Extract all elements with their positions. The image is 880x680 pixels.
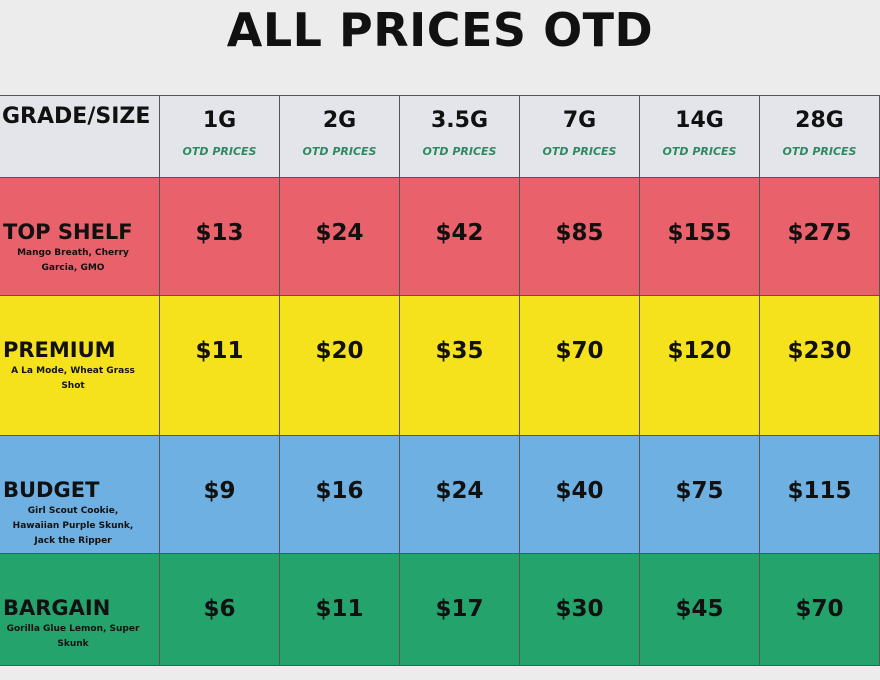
price: $45 bbox=[640, 554, 760, 666]
price-table: GRADE/SIZE 1G OTD PRICES 2G OTD PRICES 3.5G OT… bbox=[0, 95, 880, 666]
grade-name: TOP SHELF bbox=[3, 220, 133, 244]
otd-note: OTD PRICES bbox=[662, 144, 737, 158]
price: $40 bbox=[520, 436, 640, 554]
otd-note: OTD PRICES bbox=[182, 144, 257, 158]
size-header: 1G OTD PRICES bbox=[160, 96, 280, 178]
price: $9 bbox=[160, 436, 280, 554]
size-header: 2G OTD PRICES bbox=[280, 96, 400, 178]
corner-header: GRADE/SIZE bbox=[0, 96, 160, 178]
price: $85 bbox=[520, 178, 640, 296]
grade-name: BARGAIN bbox=[3, 596, 111, 620]
grade-cell: BARGAIN Gorilla Glue Lemon, Super Skunk bbox=[0, 554, 160, 666]
size-label: 1G bbox=[202, 107, 237, 133]
size-label: 3.5G bbox=[430, 107, 489, 133]
price: $11 bbox=[280, 554, 400, 666]
strain-list: A La Mode, Wheat Grass Shot bbox=[11, 366, 135, 391]
grade-cell: TOP SHELF Mango Breath, Cherry Garcia, GM… bbox=[0, 178, 160, 296]
size-label: 14G bbox=[675, 107, 724, 133]
price: $20 bbox=[280, 296, 400, 436]
size-label: 7G bbox=[562, 107, 597, 133]
price: $13 bbox=[160, 178, 280, 296]
strain-list: Gorilla Glue Lemon, Super Skunk bbox=[6, 624, 140, 649]
price: $11 bbox=[160, 296, 280, 436]
price: $70 bbox=[520, 296, 640, 436]
price: $155 bbox=[640, 178, 760, 296]
price: $16 bbox=[280, 436, 400, 554]
size-label: 28G bbox=[795, 107, 844, 133]
grade-cell: PREMIUM A La Mode, Wheat Grass Shot bbox=[0, 296, 160, 436]
grade-cell: BUDGET Girl Scout Cookie, Hawaiian Purple… bbox=[0, 436, 160, 554]
price: $17 bbox=[400, 554, 520, 666]
price: $70 bbox=[760, 554, 880, 666]
price: $24 bbox=[280, 178, 400, 296]
title: ALL PRICES OTD bbox=[226, 3, 654, 57]
size-header: 3.5G OTD PRICES bbox=[400, 96, 520, 178]
price: $120 bbox=[640, 296, 760, 436]
price: $30 bbox=[520, 554, 640, 666]
strain-list: Girl Scout Cookie, Hawaiian Purple Skunk… bbox=[12, 506, 134, 546]
otd-note: OTD PRICES bbox=[302, 144, 377, 158]
size-header: 14G OTD PRICES bbox=[640, 96, 760, 178]
price: $24 bbox=[400, 436, 520, 554]
price: $275 bbox=[760, 178, 880, 296]
price: $6 bbox=[160, 554, 280, 666]
size-header: 7G OTD PRICES bbox=[520, 96, 640, 178]
price: $75 bbox=[640, 436, 760, 554]
grade-name: PREMIUM bbox=[3, 338, 116, 362]
size-label: 2G bbox=[322, 107, 357, 133]
price: $230 bbox=[760, 296, 880, 436]
price: $115 bbox=[760, 436, 880, 554]
price: $42 bbox=[400, 178, 520, 296]
size-header: 28G OTD PRICES bbox=[760, 96, 880, 178]
otd-note: OTD PRICES bbox=[542, 144, 617, 158]
grade-name: BUDGET bbox=[3, 478, 100, 502]
strain-list: Mango Breath, Cherry Garcia, GMO bbox=[17, 248, 129, 273]
otd-note: OTD PRICES bbox=[422, 144, 497, 158]
otd-note: OTD PRICES bbox=[782, 144, 857, 158]
price: $35 bbox=[400, 296, 520, 436]
